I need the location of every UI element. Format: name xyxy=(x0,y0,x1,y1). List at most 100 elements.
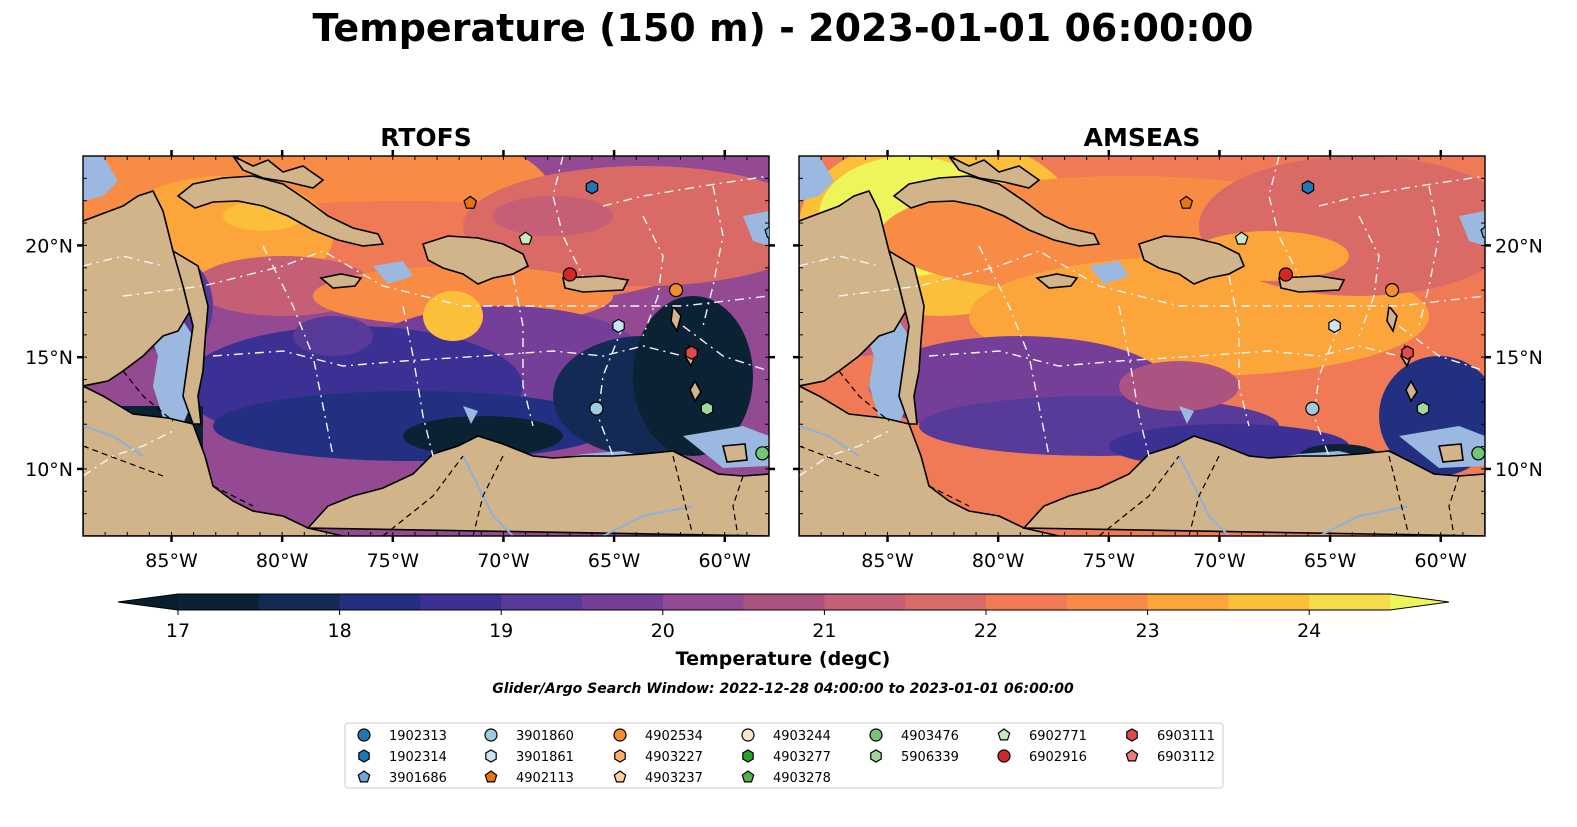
legend-marker-pentagon xyxy=(741,770,755,783)
float-3901861 xyxy=(612,318,625,334)
float-markers xyxy=(463,180,769,461)
legend-item: 3901686 xyxy=(357,770,447,786)
legend-marker-circle xyxy=(357,728,371,742)
panel-title: AMSEAS xyxy=(1084,123,1201,152)
float-5906339 xyxy=(1416,401,1430,416)
legend-label: 6903111 xyxy=(1157,729,1215,744)
legend-item: 6903111 xyxy=(1126,728,1215,744)
legend-marker-pentagon xyxy=(613,770,627,783)
float-legend: 1902313 1902314 3901686 3901860 3901861 49021… xyxy=(344,722,1224,789)
legend-label: 4903277 xyxy=(773,750,831,765)
x-tick-label: 70°W xyxy=(477,550,530,572)
legend-label: 4903278 xyxy=(773,771,831,786)
float-6902916 xyxy=(1278,267,1293,282)
float-6903111 xyxy=(685,345,698,360)
legend-marker-hexagon xyxy=(614,749,626,763)
colorbar-bin xyxy=(824,594,906,610)
colorbar-bin xyxy=(420,594,502,610)
search-window-caption: Glider/Argo Search Window: 2022-12-28 04… xyxy=(492,681,1074,697)
x-tick-label: 85°W xyxy=(145,550,198,572)
legend-marker-circle xyxy=(613,728,627,742)
float-3901860 xyxy=(1305,401,1320,416)
colorbar-bin xyxy=(1066,594,1149,610)
colorbar-tick-label: 19 xyxy=(489,620,513,642)
legend-item: 4902113 xyxy=(484,770,574,786)
map-content xyxy=(83,156,769,536)
legend-label: 4903476 xyxy=(901,729,959,744)
float-4902534 xyxy=(1384,283,1400,298)
colorbar-tick-label: 20 xyxy=(651,620,675,642)
legend-label: 3901686 xyxy=(389,771,447,786)
x-tick-label: 80°W xyxy=(256,550,309,572)
float-4902113 xyxy=(463,195,478,209)
legend-item: 4903244 xyxy=(741,728,831,744)
panel-title: RTOFS xyxy=(380,123,472,152)
legend-item: 1902314 xyxy=(358,749,447,765)
legend-item: 4903277 xyxy=(742,749,831,765)
map-frame xyxy=(82,155,770,537)
legend-label: 3901861 xyxy=(516,750,574,765)
colorbar: 17 18 19 20 21 22 23 24 Temperature (degC) xyxy=(117,593,1450,670)
float-1902314 xyxy=(1301,180,1315,195)
x-tick-label: 70°W xyxy=(1193,550,1246,572)
colorbar-tick-label: 17 xyxy=(166,620,190,642)
x-tick-label: 75°W xyxy=(367,550,420,572)
float-5906339 xyxy=(700,401,714,416)
legend-item: 3901861 xyxy=(485,749,574,765)
legend-item: 6902916 xyxy=(997,749,1087,765)
map-frame xyxy=(798,155,1486,537)
float-6903111 xyxy=(1401,345,1414,360)
legend-item: 4903237 xyxy=(613,770,703,786)
legend-marker-hexagon xyxy=(485,749,497,763)
colorbar-bin xyxy=(582,594,664,610)
legend-marker-pentagon xyxy=(1125,749,1139,762)
legend-item: 4902534 xyxy=(613,728,703,744)
float-1902314 xyxy=(585,180,599,195)
legend-marker-pentagon xyxy=(484,770,498,783)
legend-marker-pentagon xyxy=(357,770,371,783)
colorbar-bin xyxy=(743,594,825,610)
y-tick-label: 10°N xyxy=(1495,459,1543,481)
y-tick-label: 20°N xyxy=(1495,235,1543,257)
colorbar-bin xyxy=(1309,594,1391,610)
map-panel-rtofs: RTOFS 85°W 80°W 75°W 70°W 65°W 60°W 10°N 15°N 20°… xyxy=(25,123,775,572)
figure-title: Temperature (150 m) - 2023-01-01 06:00:0… xyxy=(312,6,1253,50)
legend-marker-circle xyxy=(997,749,1011,763)
legend-label: 6902916 xyxy=(1029,750,1087,765)
float-4903476 xyxy=(1471,446,1485,461)
map-area xyxy=(83,156,769,536)
map-panel-amseas: AMSEAS 85°W 80°W 75°W 70°W 65°W 60°W 10°N 15°N 20… xyxy=(793,123,1543,572)
legend-label: 5906339 xyxy=(901,750,959,765)
legend-label: 3901860 xyxy=(516,729,574,744)
colorbar-tick-label: 24 xyxy=(1297,620,1321,642)
y-tick-label: 15°N xyxy=(25,347,73,369)
legend-marker-hexagon xyxy=(1126,728,1138,742)
legend-label: 4903237 xyxy=(645,771,703,786)
float-3901861 xyxy=(1328,318,1341,334)
float-4902113 xyxy=(1179,195,1194,209)
colorbar-extend-low xyxy=(118,594,178,610)
colorbar-extend-high xyxy=(1390,594,1449,610)
x-tick-label: 60°W xyxy=(1415,550,1468,572)
legend-item: 4903278 xyxy=(741,770,831,786)
colorbar-bin xyxy=(905,594,987,610)
x-tick-label: 65°W xyxy=(588,550,641,572)
x-tick-label: 75°W xyxy=(1083,550,1136,572)
float-6902916 xyxy=(562,267,577,282)
legend-item: 4903476 xyxy=(869,728,959,744)
float-3901686 xyxy=(764,226,769,238)
legend-label: 1902314 xyxy=(389,750,447,765)
y-tick-label: 15°N xyxy=(1495,347,1543,369)
legend-marker-hexagon xyxy=(870,749,882,763)
map-content xyxy=(799,156,1485,536)
colorbar-bin xyxy=(662,594,745,610)
map-area xyxy=(799,156,1485,536)
legend-label: 4903244 xyxy=(773,729,831,744)
y-tick-label: 10°N xyxy=(25,459,73,481)
colorbar-tick-label: 22 xyxy=(974,620,998,642)
legend-label: 1902313 xyxy=(389,729,447,744)
colorbar-bin xyxy=(986,594,1068,610)
legend-label: 4902113 xyxy=(516,771,574,786)
